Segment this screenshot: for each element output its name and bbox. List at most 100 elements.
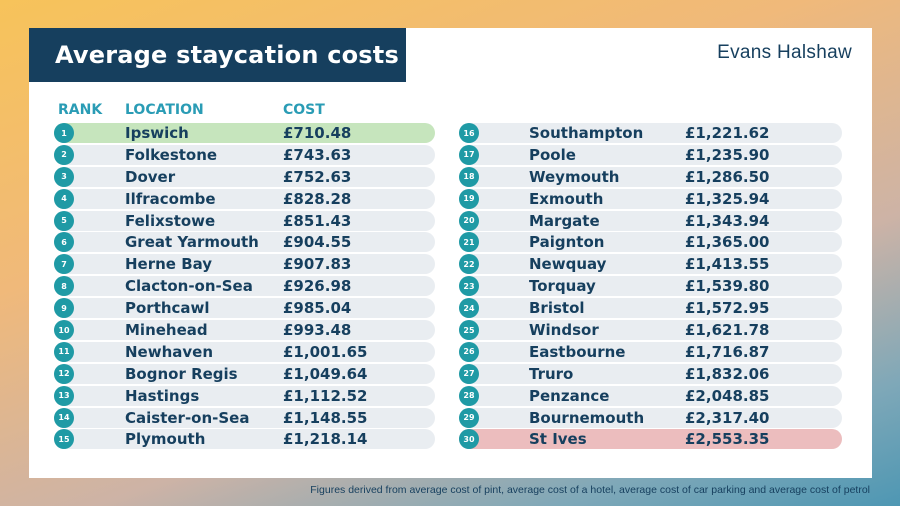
rank-badge: 18 — [459, 166, 479, 187]
table-row: 4 Ilfracombe £828.28 — [54, 188, 435, 209]
location-name: Torquay — [529, 277, 596, 296]
cost-value: £828.28 — [283, 189, 352, 208]
location-name: St Ives — [529, 430, 587, 449]
rank-badge: 2 — [54, 144, 74, 165]
table-row: 17 Poole £1,235.90 — [459, 144, 842, 165]
cost-value: £1,343.94 — [685, 211, 770, 230]
rank-badge: 11 — [54, 341, 74, 362]
location-name: Felixstowe — [125, 211, 216, 230]
rank-badge: 20 — [459, 210, 479, 231]
table-row: 3 Dover £752.63 — [54, 166, 435, 187]
cost-value: £1,148.55 — [283, 408, 368, 427]
rank-badge: 5 — [54, 210, 74, 231]
rank-badge: 30 — [459, 429, 479, 450]
rank-badge: 26 — [459, 341, 479, 362]
table-row: 1 Ipswich £710.48 — [54, 123, 435, 143]
table-row: 27 Truro £1,832.06 — [459, 363, 842, 384]
table-row: 2 Folkestone £743.63 — [54, 144, 435, 165]
table-row: 12 Bognor Regis £1,049.64 — [54, 363, 435, 384]
location-name: Eastbourne — [529, 342, 626, 361]
location-name: Windsor — [529, 321, 599, 340]
rank-badge: 6 — [54, 232, 74, 253]
location-name: Newhaven — [125, 342, 214, 361]
cost-value: £710.48 — [283, 124, 352, 142]
header-rank: RANK — [58, 102, 103, 118]
rank-badge: 19 — [459, 188, 479, 209]
location-name: Herne Bay — [125, 255, 213, 274]
cost-value: £985.04 — [283, 299, 352, 318]
table-row: 28 Penzance £2,048.85 — [459, 385, 842, 406]
table-row: 16 Southampton £1,221.62 — [459, 123, 842, 143]
location-name: Margate — [529, 211, 600, 230]
cost-value: £1,001.65 — [283, 342, 368, 361]
location-name: Paignton — [529, 233, 605, 252]
rank-badge: 8 — [54, 276, 74, 297]
cost-value: £2,553.35 — [685, 430, 770, 449]
cost-value: £1,832.06 — [685, 364, 770, 383]
table-row: 8 Clacton-on-Sea £926.98 — [54, 276, 435, 297]
table-row: 23 Torquay £1,539.80 — [459, 276, 842, 297]
cost-value: £1,365.00 — [685, 233, 770, 252]
rank-badge: 10 — [54, 320, 74, 341]
rank-badge: 12 — [54, 363, 74, 384]
location-name: Newquay — [529, 255, 607, 274]
rank-badge: 23 — [459, 276, 479, 297]
location-name: Exmouth — [529, 189, 604, 208]
footnote: Figures derived from average cost of pin… — [310, 484, 870, 496]
cost-value: £907.83 — [283, 255, 352, 274]
rank-badge: 22 — [459, 254, 479, 275]
cost-value: £752.63 — [283, 167, 352, 186]
cost-value: £1,112.52 — [283, 386, 368, 405]
location-name: Plymouth — [125, 430, 206, 449]
table-row: 10 Minehead £993.48 — [54, 320, 435, 341]
cost-value: £743.63 — [283, 145, 352, 164]
rank-badge: 4 — [54, 188, 74, 209]
rank-badge: 13 — [54, 385, 74, 406]
rank-badge: 21 — [459, 232, 479, 253]
table-row: 18 Weymouth £1,286.50 — [459, 166, 842, 187]
location-name: Bristol — [529, 299, 585, 318]
ranking-column-right: 16 Southampton £1,221.62 17 Poole £1,235.90 18… — [459, 123, 842, 451]
location-name: Ilfracombe — [125, 189, 216, 208]
header-location: LOCATION — [125, 102, 204, 118]
location-name: Penzance — [529, 386, 610, 405]
location-name: Hastings — [125, 386, 200, 405]
cost-value: £2,048.85 — [685, 386, 770, 405]
rank-badge: 7 — [54, 254, 74, 275]
table-row: 30 St Ives £2,553.35 — [459, 429, 842, 450]
cost-value: £851.43 — [283, 211, 352, 230]
location-name: Bournemouth — [529, 408, 645, 427]
rank-badge: 24 — [459, 298, 479, 319]
rank-badge: 16 — [459, 123, 479, 143]
cost-value: £1,572.95 — [685, 299, 770, 318]
cost-value: £1,218.14 — [283, 430, 368, 449]
location-name: Bognor Regis — [125, 364, 238, 383]
table-row: 11 Newhaven £1,001.65 — [54, 341, 435, 362]
location-name: Poole — [529, 145, 576, 164]
table-row: 25 Windsor £1,621.78 — [459, 320, 842, 341]
ranking-column-left: 1 Ipswich £710.48 2 Folkestone £743.63 3 Dover £… — [54, 123, 435, 451]
location-name: Minehead — [125, 321, 208, 340]
table-row: 19 Exmouth £1,325.94 — [459, 188, 842, 209]
location-name: Porthcawl — [125, 299, 210, 318]
location-name: Clacton-on-Sea — [125, 277, 253, 296]
table-row: 6 Great Yarmouth £904.55 — [54, 232, 435, 253]
rank-badge: 15 — [54, 429, 74, 450]
rank-badge: 17 — [459, 144, 479, 165]
rank-badge: 1 — [54, 123, 74, 143]
table-row: 13 Hastings £1,112.52 — [54, 385, 435, 406]
table-row: 20 Margate £1,343.94 — [459, 210, 842, 231]
location-name: Ipswich — [125, 124, 189, 142]
cost-value: £1,049.64 — [283, 364, 368, 383]
page-title: Average staycation costs — [29, 28, 406, 82]
cost-value: £2,317.40 — [685, 408, 770, 427]
table-row: 29 Bournemouth £2,317.40 — [459, 407, 842, 428]
cost-value: £904.55 — [283, 233, 352, 252]
table-row: 5 Felixstowe £851.43 — [54, 210, 435, 231]
table-row: 9 Porthcawl £985.04 — [54, 298, 435, 319]
rank-badge: 25 — [459, 320, 479, 341]
table-row: 21 Paignton £1,365.00 — [459, 232, 842, 253]
rank-badge: 27 — [459, 363, 479, 384]
header-cost: COST — [283, 102, 325, 118]
location-name: Weymouth — [529, 167, 620, 186]
